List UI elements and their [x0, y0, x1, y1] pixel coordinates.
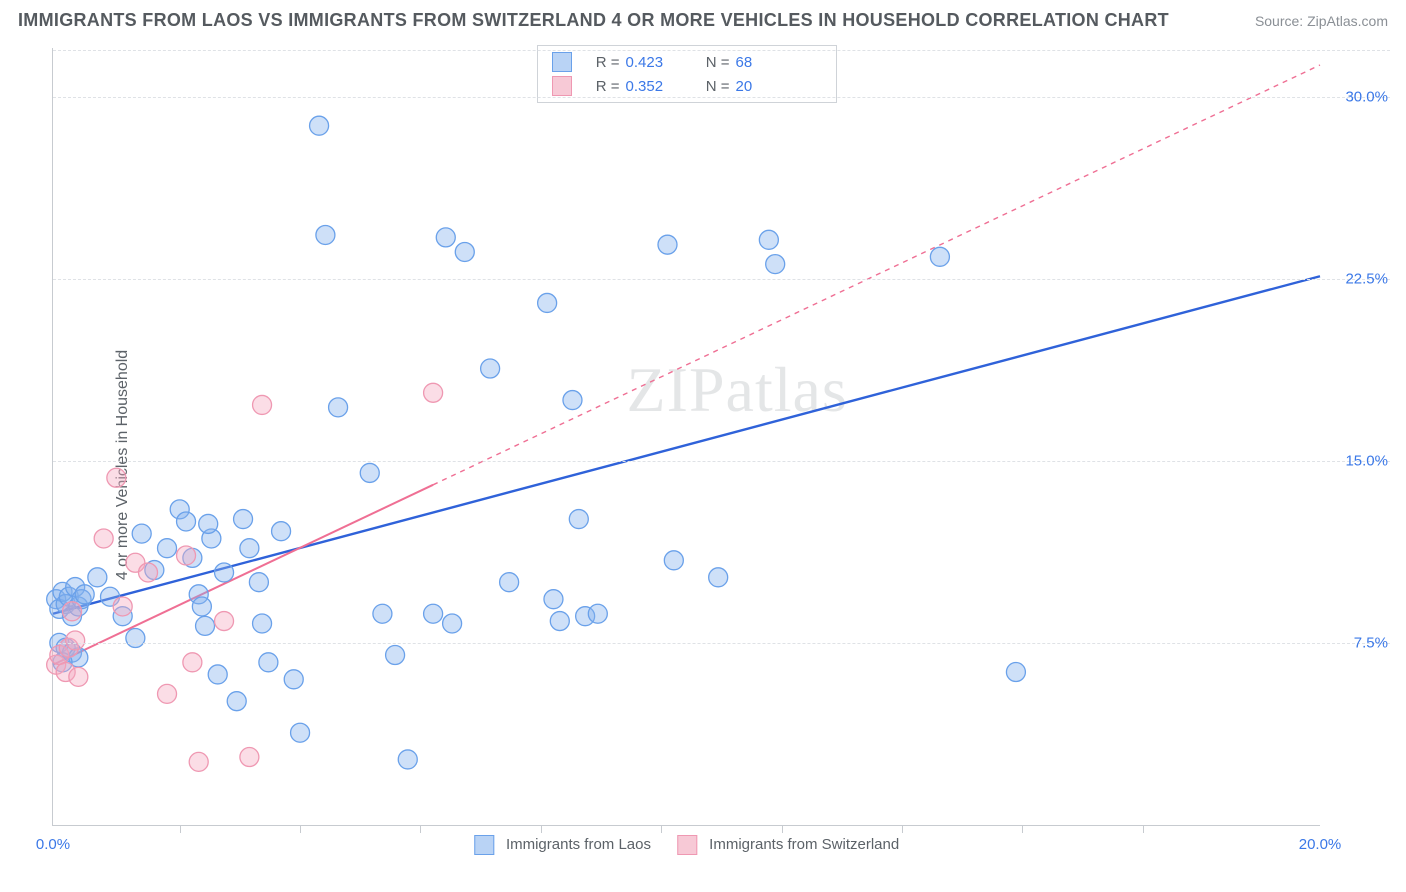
- scatter-point-laos: [208, 665, 227, 684]
- scatter-point-laos: [284, 670, 303, 689]
- y-tick-label: 30.0%: [1345, 88, 1388, 105]
- scatter-point-switzerland: [215, 612, 234, 631]
- n-value-laos: 68: [736, 54, 792, 71]
- scatter-point-laos: [766, 255, 785, 274]
- n-value-switz: 20: [736, 78, 792, 95]
- scatter-point-laos: [291, 723, 310, 742]
- scatter-point-switzerland: [94, 529, 113, 548]
- scatter-point-laos: [158, 539, 177, 558]
- scatter-point-laos: [272, 522, 291, 541]
- scatter-point-laos: [126, 629, 145, 648]
- scatter-point-switzerland: [69, 667, 88, 686]
- scatter-point-laos: [329, 398, 348, 417]
- scatter-point-laos: [569, 510, 588, 529]
- scatter-point-laos: [386, 646, 405, 665]
- r-value-switz: 0.352: [626, 78, 682, 95]
- scatter-point-laos: [544, 590, 563, 609]
- chart-title: IMMIGRANTS FROM LAOS VS IMMIGRANTS FROM …: [18, 10, 1169, 31]
- scatter-point-laos: [192, 597, 211, 616]
- scatter-point-laos: [664, 551, 683, 570]
- scatter-point-laos: [550, 612, 569, 631]
- scatter-point-laos: [373, 604, 392, 623]
- legend-swatch-pink: [552, 76, 572, 96]
- scatter-point-laos: [709, 568, 728, 587]
- scatter-point-switzerland: [240, 748, 259, 767]
- scatter-svg: [53, 48, 1320, 825]
- series-legend: Immigrants from Laos Immigrants from Swi…: [474, 835, 899, 855]
- plot-area: ZIPatlas R = 0.423 N = 68 R = 0.352 N = …: [52, 48, 1320, 826]
- scatter-point-switzerland: [189, 752, 208, 771]
- n-label: N =: [696, 54, 730, 71]
- legend-item-laos: Immigrants from Laos: [474, 835, 651, 855]
- legend-swatch-blue: [474, 835, 494, 855]
- scatter-point-switzerland: [158, 684, 177, 703]
- scatter-point-laos: [481, 359, 500, 378]
- scatter-point-laos: [199, 514, 218, 533]
- x-tick-label: 0.0%: [36, 836, 70, 853]
- legend-swatch-pink: [677, 835, 697, 855]
- source-attribution: Source: ZipAtlas.com: [1255, 13, 1388, 29]
- r-value-laos: 0.423: [626, 54, 682, 71]
- r-label: R =: [586, 54, 620, 71]
- scatter-point-laos: [88, 568, 107, 587]
- scatter-point-switzerland: [183, 653, 202, 672]
- scatter-point-laos: [310, 116, 329, 135]
- scatter-point-laos: [424, 604, 443, 623]
- scatter-point-laos: [177, 512, 196, 531]
- scatter-point-laos: [249, 573, 268, 592]
- legend-item-switzerland: Immigrants from Switzerland: [677, 835, 899, 855]
- scatter-point-laos: [316, 225, 335, 244]
- legend-row-switzerland: R = 0.352 N = 20: [538, 74, 836, 98]
- scatter-point-laos: [259, 653, 278, 672]
- scatter-point-switzerland: [253, 395, 272, 414]
- scatter-point-switzerland: [66, 631, 85, 650]
- legend-label: Immigrants from Switzerland: [709, 836, 899, 853]
- scatter-point-laos: [500, 573, 519, 592]
- scatter-point-switzerland: [424, 383, 443, 402]
- scatter-point-switzerland: [177, 546, 196, 565]
- scatter-point-laos: [196, 616, 215, 635]
- scatter-point-laos: [1006, 663, 1025, 682]
- scatter-point-laos: [215, 563, 234, 582]
- scatter-point-laos: [436, 228, 455, 247]
- x-tick-label: 20.0%: [1299, 836, 1342, 853]
- scatter-point-laos: [563, 391, 582, 410]
- scatter-point-laos: [930, 247, 949, 266]
- scatter-point-laos: [132, 524, 151, 543]
- scatter-point-laos: [234, 510, 253, 529]
- scatter-point-laos: [75, 585, 94, 604]
- scatter-point-laos: [759, 230, 778, 249]
- scatter-point-laos: [443, 614, 462, 633]
- correlation-legend: R = 0.423 N = 68 R = 0.352 N = 20: [537, 45, 837, 103]
- scatter-point-laos: [227, 692, 246, 711]
- scatter-point-laos: [253, 614, 272, 633]
- legend-swatch-blue: [552, 52, 572, 72]
- r-label: R =: [586, 78, 620, 95]
- scatter-point-switzerland: [113, 597, 132, 616]
- scatter-point-laos: [455, 242, 474, 261]
- y-tick-label: 7.5%: [1354, 634, 1388, 651]
- scatter-point-laos: [240, 539, 259, 558]
- scatter-point-switzerland: [107, 468, 126, 487]
- scatter-point-laos: [398, 750, 417, 769]
- scatter-point-laos: [538, 293, 557, 312]
- scatter-point-laos: [658, 235, 677, 254]
- legend-row-laos: R = 0.423 N = 68: [538, 50, 836, 74]
- scatter-point-switzerland: [63, 602, 82, 621]
- y-tick-label: 15.0%: [1345, 452, 1388, 469]
- scatter-point-switzerland: [139, 563, 158, 582]
- legend-label: Immigrants from Laos: [506, 836, 651, 853]
- scatter-point-laos: [360, 463, 379, 482]
- chart-container: 4 or more Vehicles in Household ZIPatlas…: [0, 38, 1406, 892]
- y-tick-label: 22.5%: [1345, 270, 1388, 287]
- scatter-point-laos: [588, 604, 607, 623]
- n-label: N =: [696, 78, 730, 95]
